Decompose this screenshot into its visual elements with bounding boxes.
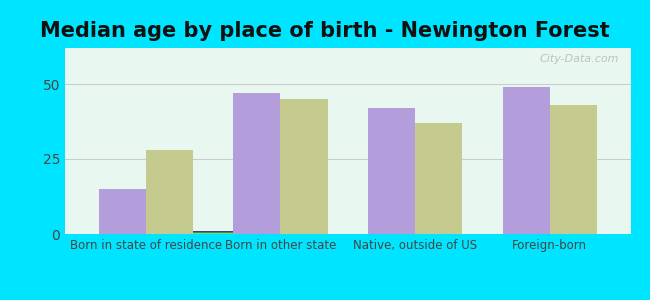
Bar xyxy=(550,105,597,234)
Bar xyxy=(502,87,550,234)
Bar xyxy=(146,150,193,234)
Bar xyxy=(415,123,462,234)
Bar xyxy=(233,93,280,234)
Bar xyxy=(368,108,415,234)
Text: Median age by place of birth - Newington Forest: Median age by place of birth - Newington… xyxy=(40,21,610,41)
Bar xyxy=(99,189,146,234)
Text: City-Data.com: City-Data.com xyxy=(540,54,619,64)
Bar xyxy=(280,99,328,234)
